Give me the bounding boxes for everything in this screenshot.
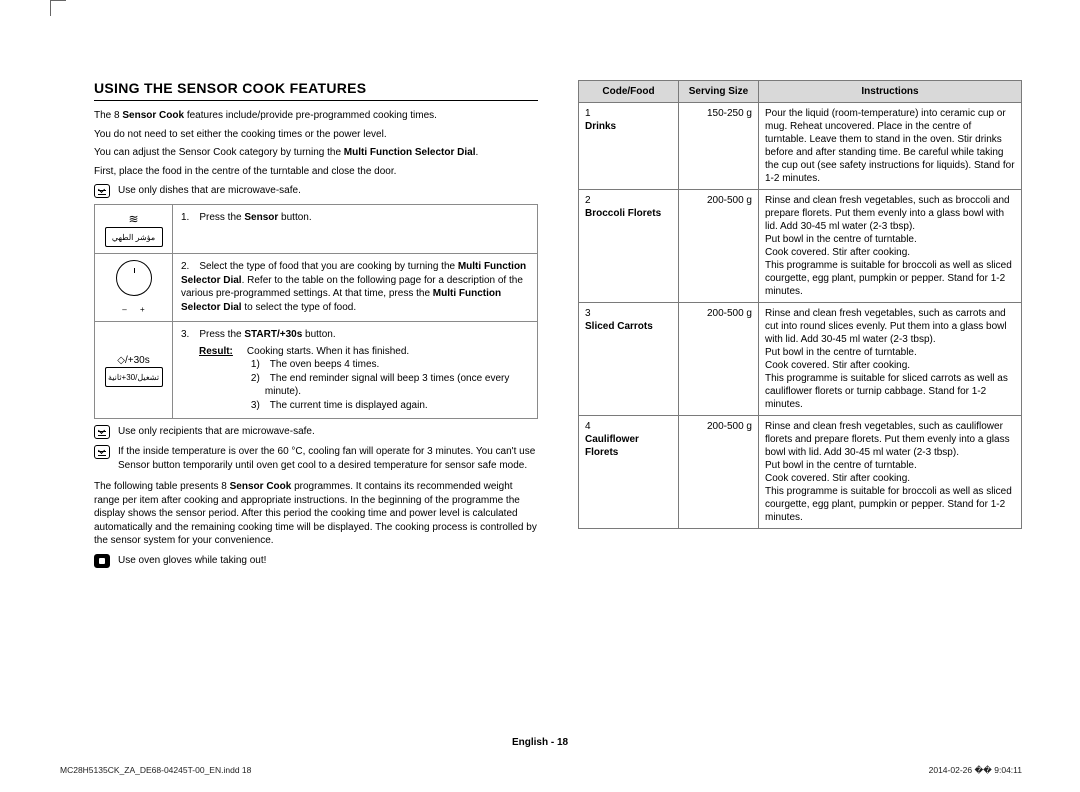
note-text: Use only dishes that are microwave-safe. <box>118 184 301 198</box>
print-footer: MC28H5135CK_ZA_DE68-04245T-00_EN.indd 18… <box>60 765 1022 776</box>
note-2: Use only recipients that are microwave-s… <box>94 425 538 439</box>
note-text: Use only recipients that are microwave-s… <box>118 425 315 439</box>
result-label: Result: <box>199 345 233 413</box>
size-cell: 200-500 g <box>679 303 759 416</box>
intro-line-1: The 8 Sensor Cook features include/provi… <box>94 109 538 123</box>
th-instr: Instructions <box>759 81 1022 103</box>
dial-label: – + <box>103 305 164 316</box>
print-footer-right: 2014-02-26 �� 9:04:11 <box>929 765 1022 776</box>
note-4: Use oven gloves while taking out! <box>94 554 538 568</box>
step-3-text: 3. Press the START/+30s button. Result: … <box>173 322 538 419</box>
t: /+30s <box>125 355 150 366</box>
r2: 2) The end reminder signal will beep 3 t… <box>247 372 529 399</box>
note-icon <box>94 184 110 198</box>
result-list: 1) The oven beeps 4 times. 2) The end re… <box>247 358 529 412</box>
th-size: Serving Size <box>679 81 759 103</box>
t: 1. Press the <box>181 212 244 223</box>
table-row: 2Broccoli Florets200-500 gRinse and clea… <box>579 190 1022 303</box>
note-text: If the inside temperature is over the 60… <box>118 445 538 472</box>
text: You can adjust the Sensor Cook category … <box>94 147 344 158</box>
steps-table: ≋ مؤشر الطهي 1. Press the Sensor button.… <box>94 204 538 419</box>
note-icon <box>94 425 110 439</box>
step-1-icon-cell: ≋ مؤشر الطهي <box>95 205 173 254</box>
instr-cell: Rinse and clean fresh vegetables, such a… <box>759 190 1022 303</box>
instr-cell: Pour the liquid (room-temperature) into … <box>759 103 1022 190</box>
note-text: Use oven gloves while taking out! <box>118 554 266 568</box>
note-3: If the inside temperature is over the 60… <box>94 445 538 472</box>
left-column: USING THE SENSOR COOK FEATURES The 8 Sen… <box>94 80 538 574</box>
food-table: Code/Food Serving Size Instructions 1Dri… <box>578 80 1022 529</box>
step-2-icon-cell: – + <box>95 254 173 322</box>
page-footer: English - 18 <box>512 737 568 748</box>
print-footer-left: MC28H5135CK_ZA_DE68-04245T-00_EN.indd 18 <box>60 765 251 776</box>
size-cell: 200-500 g <box>679 190 759 303</box>
start-icon-en: ◇/+30s <box>103 354 164 368</box>
t: button. <box>278 212 311 223</box>
text: features include/provide pre-programmed … <box>184 110 437 121</box>
steam-icon: ≋ <box>103 211 164 227</box>
r1: 1) The oven beeps 4 times. <box>247 358 529 372</box>
t: to select the type of food. <box>242 302 357 313</box>
section-title: USING THE SENSOR COOK FEATURES <box>94 80 538 101</box>
note-1: Use only dishes that are microwave-safe. <box>94 184 538 198</box>
b: Sensor <box>244 212 278 223</box>
after-steps-paragraph: The following table presents 8 Sensor Co… <box>94 480 538 548</box>
intro-line-3: You can adjust the Sensor Cook category … <box>94 146 538 160</box>
start-button-icon-ar: تشغيل/30+ثانية <box>105 367 163 387</box>
instr-cell: Rinse and clean fresh vegetables, such a… <box>759 303 1022 416</box>
result-body: Cooking starts. When it has finished. 1)… <box>247 345 529 413</box>
b: START/+30s <box>244 329 302 340</box>
t: The following table presents 8 <box>94 481 230 492</box>
b: Sensor Cook <box>230 481 292 492</box>
text: The 8 <box>94 110 122 121</box>
code-cell: 4Cauliflower Florets <box>579 416 679 529</box>
result-text: Cooking starts. When it has finished. <box>247 345 529 359</box>
intro-line-2: You do not need to set either the cookin… <box>94 128 538 142</box>
food-tbody: 1Drinks150-250 gPour the liquid (room-te… <box>579 103 1022 529</box>
t: 3. Press the <box>181 329 244 340</box>
dial-icon <box>116 260 152 296</box>
note-icon <box>94 445 110 459</box>
size-cell: 200-500 g <box>679 416 759 529</box>
intro-line-4: First, place the food in the centre of t… <box>94 165 538 179</box>
instr-cell: Rinse and clean fresh vegetables, such a… <box>759 416 1022 529</box>
step-2-text: 2. Select the type of food that you are … <box>173 254 538 322</box>
glove-icon <box>94 554 110 568</box>
crop-mark <box>50 0 66 16</box>
step-3-icon-cell: ◇/+30s تشغيل/30+ثانية <box>95 322 173 419</box>
t: button. <box>302 329 335 340</box>
table-row: 3Sliced Carrots200-500 gRinse and clean … <box>579 303 1022 416</box>
step-1-text: 1. Press the Sensor button. <box>173 205 538 254</box>
code-cell: 3Sliced Carrots <box>579 303 679 416</box>
page-content: USING THE SENSOR COOK FEATURES The 8 Sen… <box>0 0 1080 604</box>
table-row: 1Drinks150-250 gPour the liquid (room-te… <box>579 103 1022 190</box>
code-cell: 2Broccoli Florets <box>579 190 679 303</box>
table-row: 4Cauliflower Florets200-500 gRinse and c… <box>579 416 1022 529</box>
text: . <box>475 147 478 158</box>
result-row: Result: Cooking starts. When it has fini… <box>181 345 529 413</box>
code-cell: 1Drinks <box>579 103 679 190</box>
t: 2. Select the type of food that you are … <box>181 261 458 272</box>
table-header-row: Code/Food Serving Size Instructions <box>579 81 1022 103</box>
bold: Sensor Cook <box>122 110 184 121</box>
sensor-button-icon: مؤشر الطهي <box>105 227 163 247</box>
th-code: Code/Food <box>579 81 679 103</box>
right-column: Code/Food Serving Size Instructions 1Dri… <box>578 80 1022 574</box>
bold: Multi Function Selector Dial <box>344 147 476 158</box>
r3: 3) The current time is displayed again. <box>247 399 529 413</box>
size-cell: 150-250 g <box>679 103 759 190</box>
